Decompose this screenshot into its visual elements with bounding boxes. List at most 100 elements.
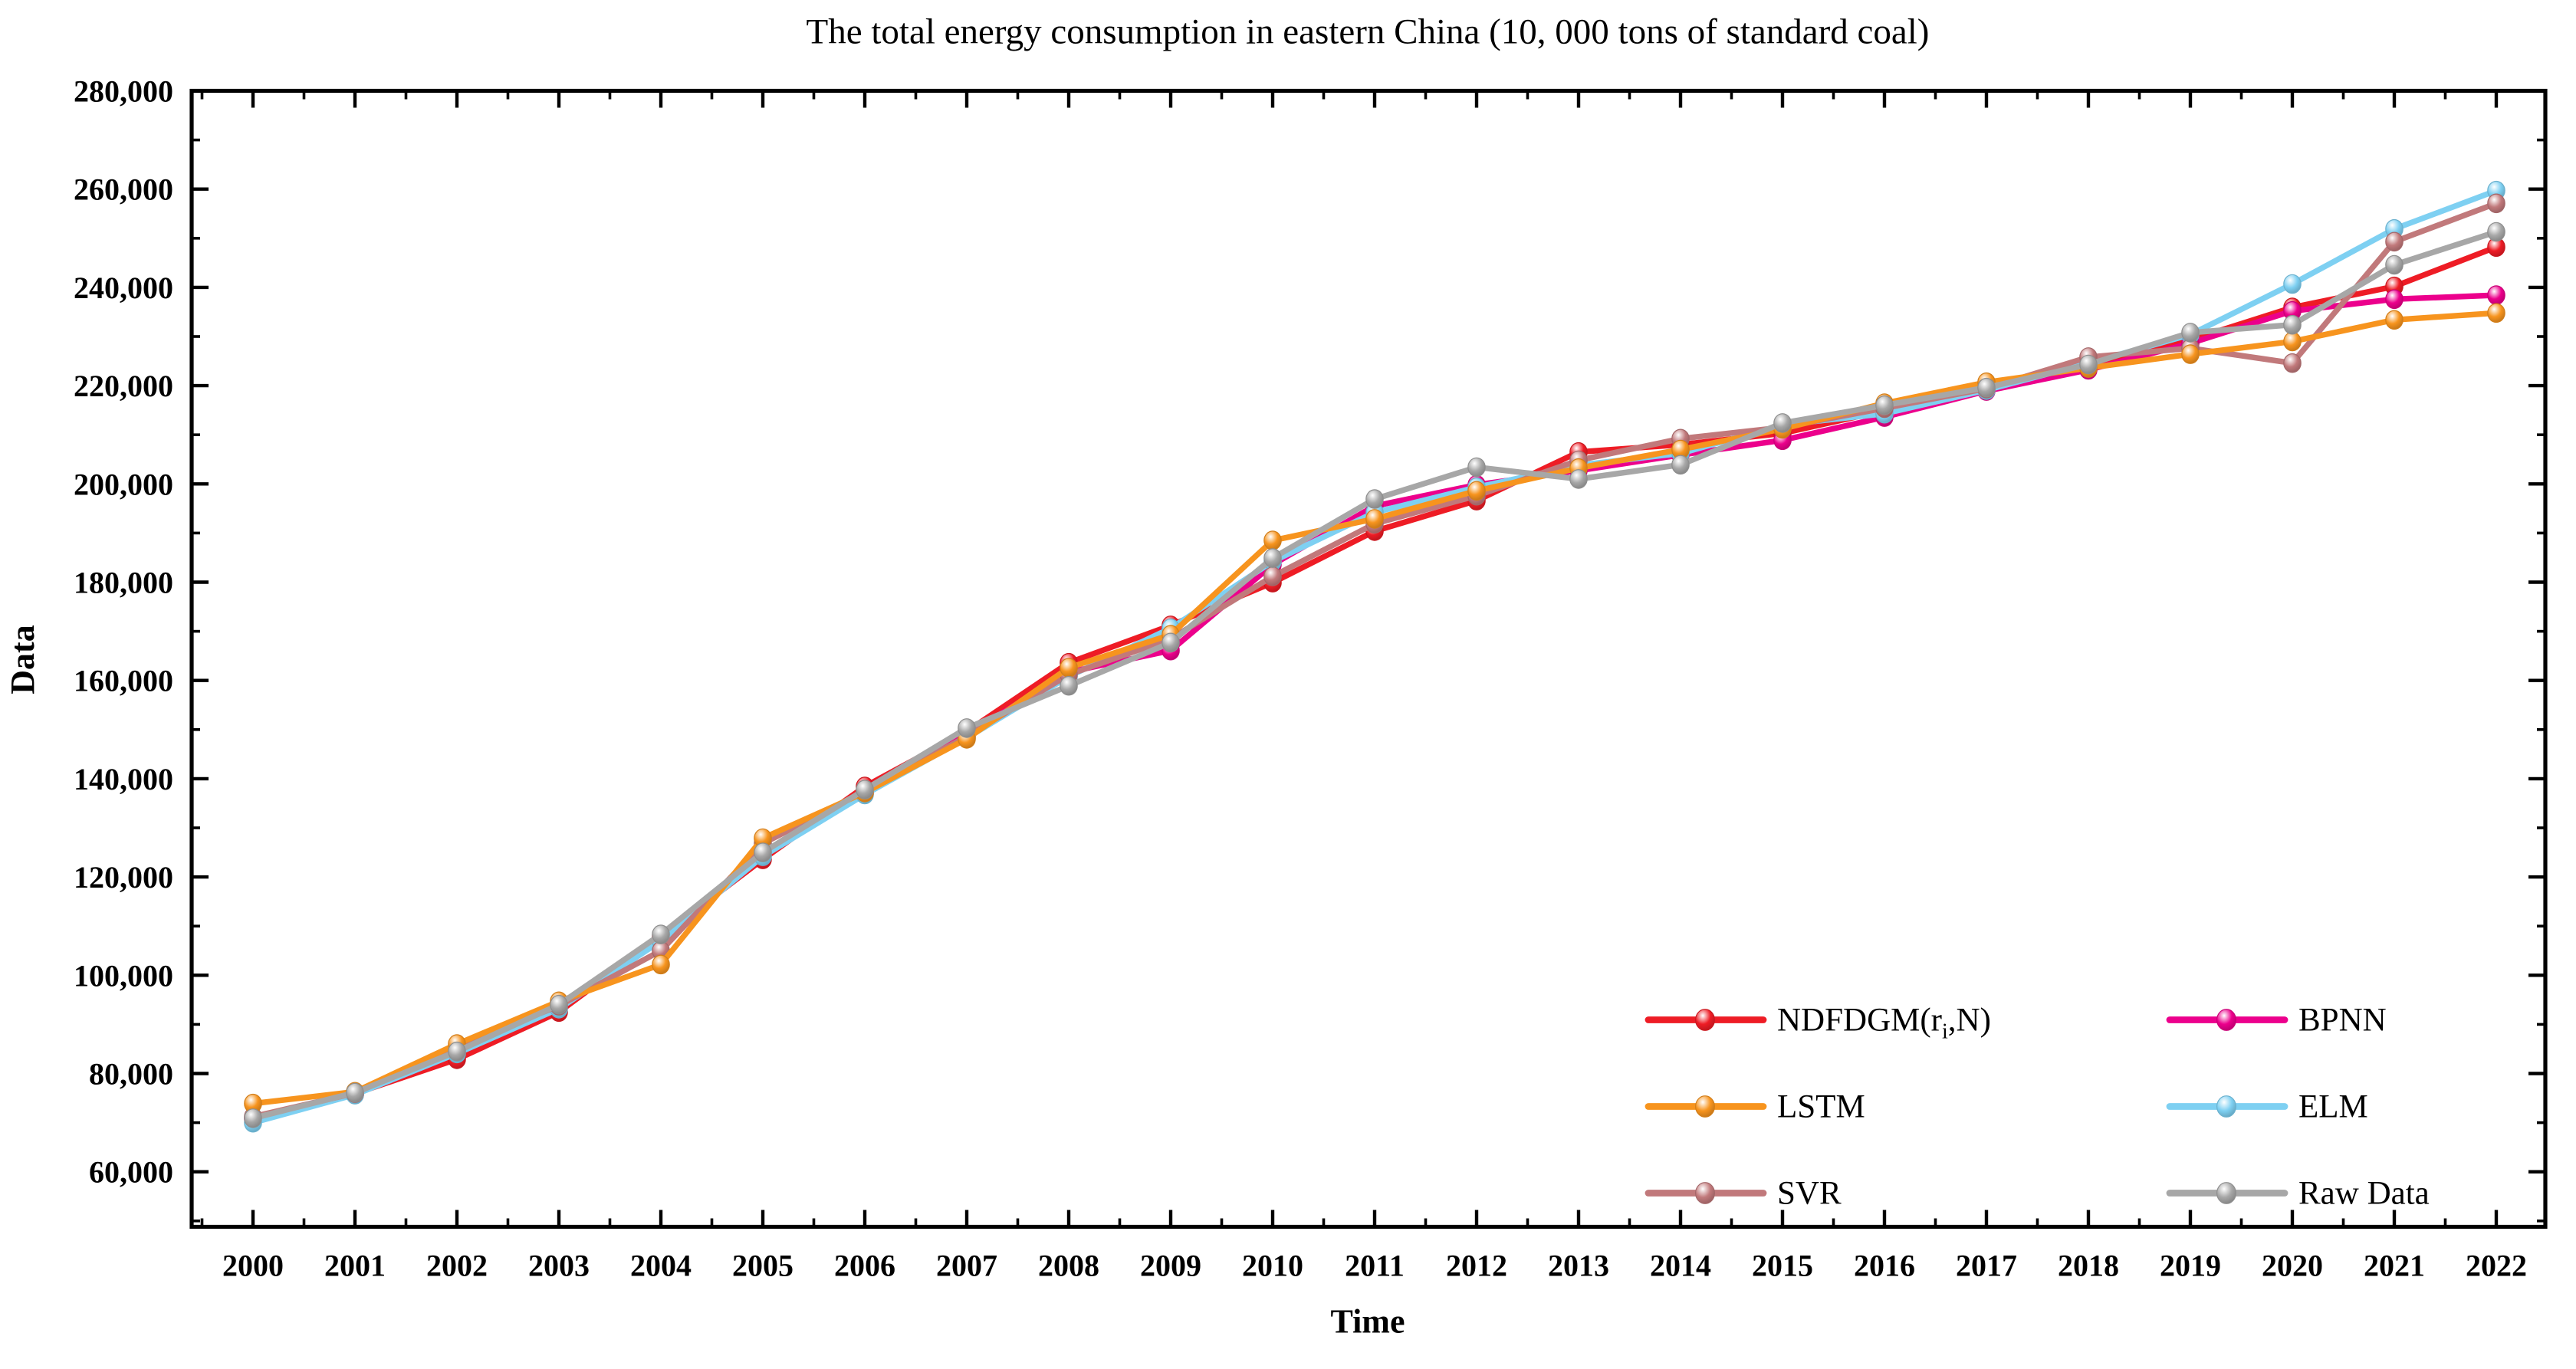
data-point-raw-2016: [1875, 395, 1894, 415]
legend-item-svr: SVR: [1644, 1176, 1842, 1212]
x-tick-label: 2017: [1956, 1249, 2017, 1283]
data-point-bpnn-2021: [2385, 289, 2404, 310]
legend-marker-bpnn: [2216, 1009, 2237, 1031]
legend-label-svr: SVR: [1777, 1176, 1842, 1212]
data-point-lstm-2022: [2487, 303, 2505, 323]
x-tick-label: 2018: [2058, 1249, 2119, 1283]
x-tick-labels: 2000 2001 2002 2003 2004 2005 2006 2007 2008 2009…: [222, 1249, 2527, 1283]
y-tick-label: 240,000: [74, 271, 173, 305]
data-point-lstm-2011: [1365, 509, 1384, 529]
x-tick-label: 2006: [834, 1249, 895, 1283]
data-point-raw-2022: [2487, 222, 2505, 242]
data-point-raw-2010: [1263, 548, 1282, 568]
x-tick-label: 2000: [222, 1249, 284, 1283]
x-tick-label: 2022: [2466, 1249, 2527, 1283]
y-tick-label: 140,000: [74, 762, 173, 796]
data-point-svr-2022: [2487, 193, 2505, 214]
legend-item-elm: ELM: [2166, 1089, 2368, 1125]
x-tick-label: 2020: [2262, 1249, 2323, 1283]
x-tick-label: 2019: [2160, 1249, 2221, 1283]
x-tick-label: 2014: [1650, 1249, 1711, 1283]
legend-item-ndfdgm: NDFDGM(ri,N): [1644, 1003, 1991, 1044]
legend: NDFDGM(ri,N) LSTM SVR BPNN ELM Raw Data: [1644, 1003, 2430, 1212]
data-point-raw-2008: [1060, 675, 1078, 696]
data-point-raw-2000: [244, 1108, 262, 1128]
data-point-lstm-2020: [2283, 331, 2302, 352]
data-point-svr-2020: [2283, 353, 2302, 373]
y-axis-title: Data: [4, 625, 41, 694]
legend-label-raw: Raw Data: [2298, 1176, 2430, 1212]
y-tick-label: 160,000: [74, 664, 173, 698]
series-line-raw: [250, 228, 2499, 1121]
x-tick-label: 2015: [1752, 1249, 1813, 1283]
data-point-raw-2009: [1162, 632, 1180, 653]
legend-item-bpnn: BPNN: [2166, 1003, 2387, 1039]
legend-marker-elm: [2216, 1095, 2237, 1118]
x-tick-label: 2007: [936, 1249, 997, 1283]
data-point-raw-2012: [1467, 457, 1486, 478]
data-point-raw-2014: [1671, 455, 1690, 475]
data-point-raw-2013: [1569, 469, 1588, 489]
y-tick-label: 280,000: [74, 74, 173, 109]
data-point-lstm-2010: [1263, 530, 1282, 550]
y-tick-label: 220,000: [74, 369, 173, 403]
series-bpnn: [244, 285, 2505, 1129]
legend-item-lstm: LSTM: [1644, 1089, 1865, 1125]
data-point-elm-2020: [2283, 274, 2302, 294]
x-tick-label: 2003: [528, 1249, 590, 1283]
x-tick-label: 2005: [732, 1249, 794, 1283]
data-point-lstm-2004: [652, 954, 670, 975]
series-markers-raw: [244, 222, 2505, 1128]
legend-marker-svr: [1695, 1182, 1716, 1204]
y-tick-label: 200,000: [74, 467, 173, 501]
x-tick-label: 2011: [1345, 1249, 1405, 1283]
series-lines: [244, 180, 2505, 1133]
data-point-raw-2021: [2385, 254, 2404, 275]
y-tick-label: 100,000: [74, 958, 173, 993]
data-point-raw-2020: [2283, 314, 2302, 335]
axis-ticks: [192, 89, 2545, 1227]
x-tick-label: 2013: [1548, 1249, 1609, 1283]
series-raw: [244, 222, 2505, 1128]
data-point-raw-2005: [754, 842, 772, 862]
data-point-lstm-2012: [1467, 481, 1486, 501]
legend-label-elm: ELM: [2298, 1089, 2368, 1125]
data-point-raw-2015: [1773, 413, 1792, 433]
series-markers-bpnn: [244, 285, 2505, 1129]
data-point-raw-2017: [1977, 377, 1996, 398]
legend-label-bpnn: BPNN: [2298, 1003, 2387, 1039]
series-lstm: [244, 303, 2505, 1114]
data-point-lstm-2021: [2385, 310, 2404, 330]
x-tick-label: 2021: [2364, 1249, 2425, 1283]
x-tick-label: 2002: [426, 1249, 488, 1283]
x-tick-label: 2008: [1038, 1249, 1099, 1283]
data-point-svr-2021: [2385, 231, 2404, 252]
plot-frame: [189, 88, 2548, 1229]
legend-item-raw: Raw Data: [2166, 1176, 2430, 1212]
data-point-raw-2011: [1365, 489, 1384, 509]
x-tick-label: 2016: [1854, 1249, 1915, 1283]
y-tick-label: 180,000: [74, 566, 173, 600]
x-tick-label: 2001: [324, 1249, 386, 1283]
legend-marker-ndfdgm: [1695, 1009, 1716, 1031]
data-point-raw-2007: [958, 718, 976, 738]
legend-marker-lstm: [1695, 1095, 1716, 1118]
data-point-raw-2004: [652, 924, 670, 944]
data-point-svr-2010: [1263, 566, 1282, 586]
legend-label-lstm: LSTM: [1777, 1089, 1865, 1125]
y-tick-label: 260,000: [74, 172, 173, 207]
chart-title: The total energy consumption in eastern …: [807, 12, 1930, 52]
data-point-bpnn-2022: [2487, 285, 2505, 305]
data-point-lstm-2008: [1060, 658, 1078, 678]
x-tick-label: 2004: [630, 1249, 692, 1283]
axes: 60,000 80,000 100,000 120,000 140,000 160,000…: [74, 74, 2548, 1283]
x-tick-label: 2009: [1140, 1249, 1201, 1283]
y-tick-label: 60,000: [89, 1155, 173, 1190]
data-point-raw-2006: [856, 780, 874, 799]
x-axis-title: Time: [1331, 1303, 1405, 1341]
y-tick-label: 120,000: [74, 860, 173, 895]
series-line-bpnn: [250, 292, 2499, 1122]
data-point-lstm-2019: [2181, 344, 2200, 364]
